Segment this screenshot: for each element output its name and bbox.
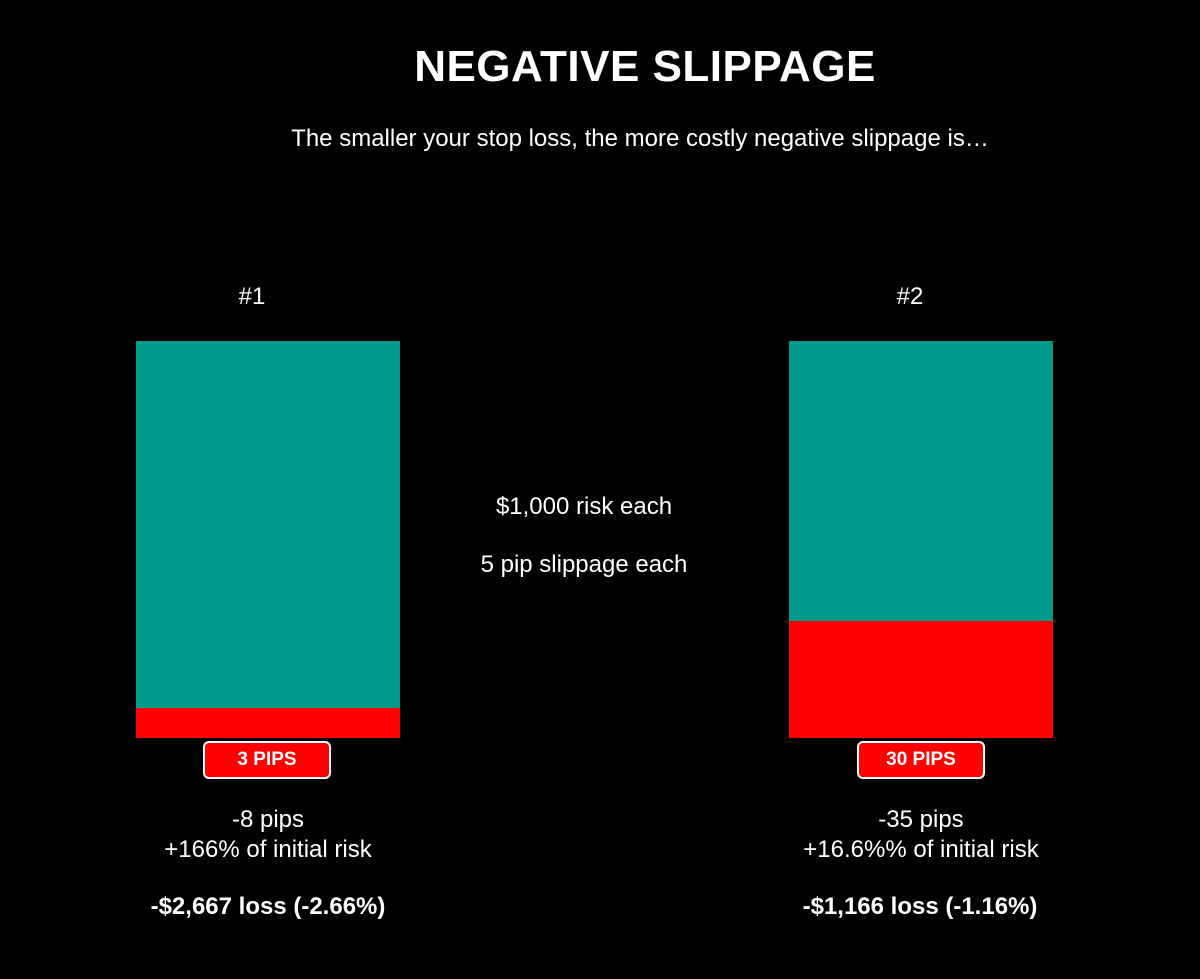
page-subtitle: The smaller your stop loss, the more cos…	[291, 125, 989, 152]
stop-bar-1	[136, 341, 400, 738]
panel-label-1: #1	[238, 283, 266, 310]
page-title: NEGATIVE SLIPPAGE	[414, 42, 876, 91]
slippage-segment-2	[789, 620, 1053, 738]
pips-badge-1: 3 PIPS	[203, 741, 331, 779]
slippage-segment-1	[136, 708, 400, 738]
risk-result-2: +16.6%% of initial risk	[803, 836, 1039, 863]
stop-bar-2	[789, 341, 1053, 738]
loss-result-1: -$2,667 loss (-2.66%)	[150, 893, 386, 920]
pips-result-1: -8 pips	[231, 806, 305, 833]
loss-result-2: -$1,166 loss (-1.16%)	[802, 893, 1038, 920]
risk-result-1: +166% of initial risk	[164, 836, 372, 863]
panel-label-2: #2	[896, 283, 924, 310]
slippage-note: 5 pip slippage each	[480, 551, 688, 578]
risk-note: $1,000 risk each	[495, 493, 673, 520]
pips-badge-2: 30 PIPS	[857, 741, 985, 779]
pips-result-2: -35 pips	[878, 806, 964, 833]
